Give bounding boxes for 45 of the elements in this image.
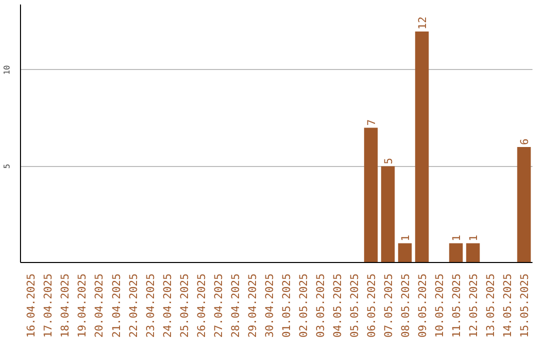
x-tick-label: 20.04.2025	[92, 274, 106, 338]
bar	[466, 243, 480, 262]
data-label: 1	[466, 234, 480, 242]
x-tick-label: 26.04.2025	[194, 274, 208, 338]
bar	[415, 31, 429, 262]
x-tick-label: 18.04.2025	[58, 274, 72, 338]
data-label: 7	[364, 119, 378, 126]
data-label: 1	[450, 234, 463, 242]
x-tick-label: 11.05.2025	[450, 274, 463, 338]
x-tick-label: 09.05.2025	[416, 274, 429, 338]
x-tick-label: 02.05.2025	[296, 274, 310, 338]
data-label: 1	[398, 234, 412, 242]
x-tick-label: 06.05.2025	[364, 274, 378, 338]
x-tick-label: 25.04.2025	[178, 274, 191, 338]
x-tick-label: 30.04.2025	[262, 274, 276, 338]
x-tick-label: 01.05.2025	[280, 274, 293, 338]
x-tick-label: 21.04.2025	[110, 274, 123, 338]
x-tick-label: 24.04.2025	[160, 274, 174, 338]
bar	[517, 146, 531, 262]
y-tick-label: 10	[2, 64, 12, 75]
bar	[364, 128, 378, 262]
x-tick-label: 07.05.2025	[382, 274, 395, 338]
bar	[449, 243, 463, 262]
data-label: 5	[382, 158, 395, 164]
x-tick-label: 10.05.2025	[432, 274, 446, 338]
data-label: 6	[518, 138, 531, 145]
x-tick-label: 17.04.2025	[42, 274, 55, 338]
x-tick-label: 28.04.2025	[228, 274, 242, 338]
x-tick-label: 12.05.2025	[466, 274, 480, 338]
x-tick-label: 15.05.2025	[518, 274, 531, 338]
bar	[398, 243, 412, 262]
x-tick-label: 16.04.2025	[24, 274, 38, 338]
x-tick-label: 14.05.2025	[500, 274, 514, 338]
x-tick-label: 08.05.2025	[398, 274, 412, 338]
x-tick-label: 23.04.2025	[144, 274, 157, 338]
x-tick-label: 29.04.2025	[246, 274, 259, 338]
x-tick-label: 27.04.2025	[212, 274, 225, 338]
x-tick-label: 05.05.2025	[348, 274, 361, 338]
x-tick-label: 04.05.2025	[330, 274, 344, 338]
x-tick-label: 19.04.2025	[76, 274, 89, 338]
x-tick-label: 22.04.2025	[126, 274, 140, 338]
bar	[381, 166, 395, 262]
x-tick-label: 13.05.2025	[484, 274, 497, 338]
x-tick-label: 03.05.2025	[314, 274, 327, 338]
data-label: 12	[416, 16, 429, 30]
